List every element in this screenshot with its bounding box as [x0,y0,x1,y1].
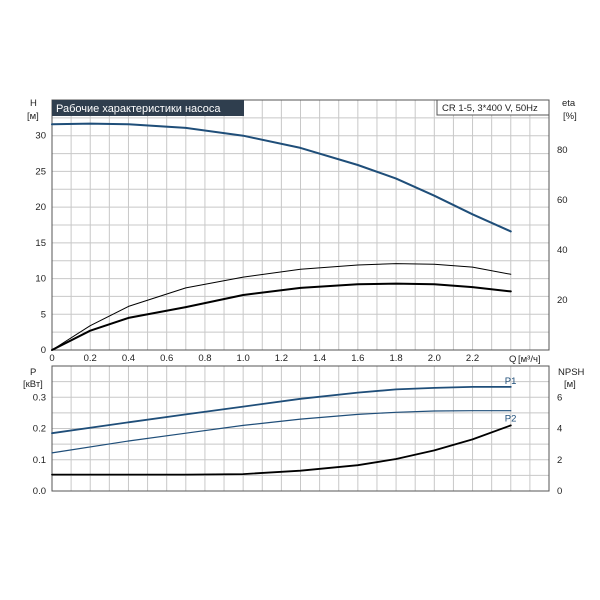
chart-title: Рабочие характеристики насоса [56,103,221,115]
x-tick-label: 0.4 [122,353,135,364]
x-tick-label: 2.2 [466,353,479,364]
model-label: CR 1-5, 3*400 V, 50Hz [442,103,538,114]
efficiency-curve-thin [51,263,512,351]
x-tick-label: 1.8 [389,353,402,364]
npsh-curve [51,424,512,476]
tick-labels: 0 0.2 0.4 0.6 0.8 1.0 1.2 1.4 1.6 1.8 2.0 2.2 0 5 10 15… [33,131,568,497]
y-axis-label-h: H [30,98,37,109]
x-tick-label: 2.0 [428,353,441,364]
series-label-p2: P2 [505,414,517,425]
y-axis-label-p: P [30,367,36,378]
x-tick-label: 0.6 [160,353,173,364]
chart-curves [51,122,512,476]
y-tick-label-h: 10 [35,274,46,285]
x-tick-label: 0.8 [198,353,211,364]
y-tick-label-h: 0 [41,345,46,356]
y-tick-label-h: 5 [41,309,46,320]
y-axis-unit-p: [кВт] [23,379,43,390]
x-tick-label: 1.6 [351,353,364,364]
y-axis-label-npsh: NPSH [558,367,585,378]
x-axis-label-q: Q [509,354,516,365]
grid-bottom [52,366,549,491]
model-label-box [436,99,550,116]
x-axis-unit-q: [м³/ч] [518,354,541,365]
y-tick-label-p: 0.0 [33,486,46,497]
y-tick-label-h: 15 [35,238,46,249]
x-tick-label: 0.2 [84,353,97,364]
series-label-p1: P1 [505,376,517,387]
power-curve-p2 [51,410,512,454]
y-tick-label-npsh: 2 [557,455,562,466]
head-curve [51,122,512,233]
y-tick-label-npsh: 0 [557,486,562,497]
y-axis-unit-npsh: [м] [564,379,576,390]
top-plot-frame [51,99,550,351]
y-axis-label-eta: eta [562,98,576,109]
x-tick-label: 1.0 [237,353,250,364]
y-tick-label-h: 20 [35,202,46,213]
y-tick-label-eta: 40 [557,245,568,256]
x-tick-label: 1.2 [275,353,288,364]
y-axis-unit-h: [м] [27,111,39,122]
x-tick-label: 1.4 [313,353,326,364]
y-tick-label-p: 0.2 [33,424,46,435]
grid-top [52,100,549,350]
y-tick-label-h: 25 [35,166,46,177]
y-tick-label-npsh: 4 [557,424,562,435]
y-axis-unit-eta: [%] [563,111,577,122]
y-tick-label-eta: 20 [557,295,568,306]
y-tick-label-p: 0.1 [33,455,46,466]
y-tick-label-npsh: 6 [557,392,562,403]
efficiency-curve-thick [51,282,512,351]
y-tick-label-h: 30 [35,131,46,142]
y-tick-label-eta: 60 [557,195,568,206]
title-box [52,100,244,116]
y-tick-label-eta: 80 [557,145,568,156]
y-tick-label-p: 0.3 [33,392,46,403]
series-labels: P1 P2 [505,376,517,425]
bottom-plot-frame [51,365,550,492]
x-tick-label: 0 [49,353,54,364]
power-curve-p1 [51,386,512,435]
